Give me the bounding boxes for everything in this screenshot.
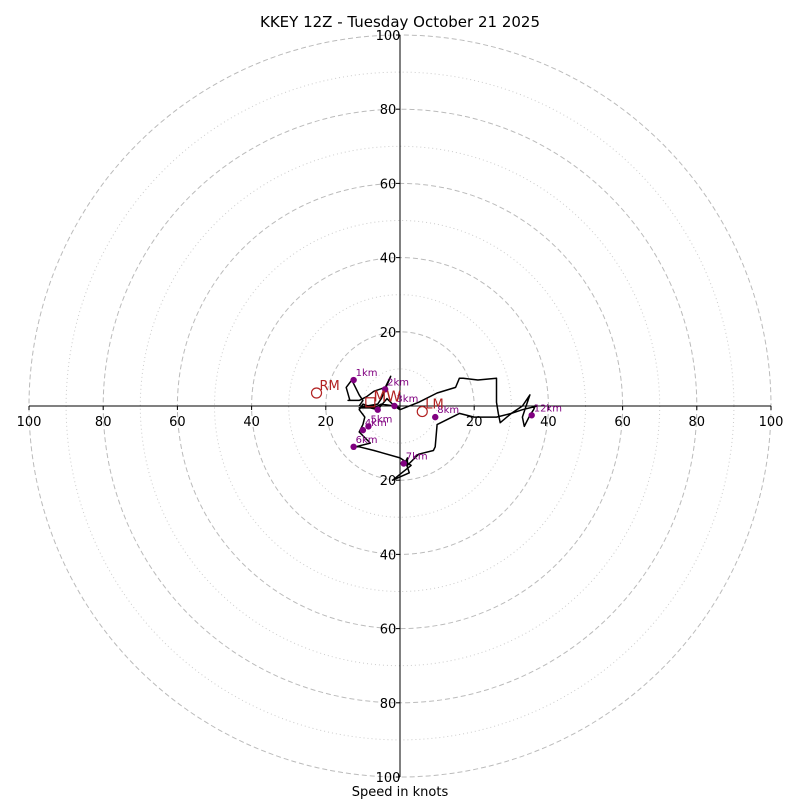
x-tick-label: 60 xyxy=(169,415,186,430)
height-marker-label: 4km xyxy=(365,418,387,429)
x-tick-label: 60 xyxy=(614,415,631,430)
storm-motion-marker xyxy=(416,405,428,418)
axes xyxy=(29,35,771,777)
tick-marks: 100 80 60 40 20 20 40 60 80 100 100 80 60 40 20 20 40 60 8… xyxy=(17,29,784,786)
x-tick-label: 80 xyxy=(95,415,112,430)
height-marker-dot xyxy=(350,443,357,451)
y-tick-label: 40 xyxy=(380,548,397,563)
y-tick-label: 100 xyxy=(376,29,401,44)
height-marker-dot xyxy=(432,413,439,421)
x-tick-label: 20 xyxy=(318,415,335,430)
x-tick-label: 100 xyxy=(759,415,784,430)
y-tick-label: 20 xyxy=(380,326,397,341)
height-marker-dot xyxy=(350,376,357,384)
storm-motion-marker xyxy=(310,387,323,399)
mean-wind-label: MW xyxy=(373,387,401,405)
height-marker-label: 8km xyxy=(437,405,459,416)
x-tick-label: 40 xyxy=(243,415,260,430)
y-tick-label: 80 xyxy=(380,697,397,712)
x-tick-label: 20 xyxy=(466,415,483,430)
height-marker-dot xyxy=(359,426,367,434)
y-tick-label: 80 xyxy=(380,103,397,118)
height-marker-dot xyxy=(400,460,407,467)
y-tick-label: 100 xyxy=(376,771,401,786)
wind-trace xyxy=(345,375,539,481)
y-tick-label: 20 xyxy=(380,474,397,489)
y-tick-label: 60 xyxy=(380,623,397,638)
height-marker-label: 6km xyxy=(356,435,378,446)
x-tick-label: 100 xyxy=(17,415,42,430)
height-marker-dot xyxy=(365,423,372,430)
y-tick-label: 60 xyxy=(380,177,397,192)
chart-title: KKEY 12Z - Tuesday October 21 2025 xyxy=(260,13,540,31)
height-marker-label: 5km xyxy=(370,414,392,425)
height-marker-label: 7km xyxy=(406,452,428,463)
y-tick-label: 40 xyxy=(380,252,397,267)
height-marker-label: 3km xyxy=(396,394,418,405)
height-marker-dot xyxy=(528,412,535,419)
storm-motion-label: RM xyxy=(320,379,340,394)
height-marker-dot xyxy=(374,406,381,413)
hodograph-trace xyxy=(345,375,539,481)
height-marker-label: 1km xyxy=(356,368,378,379)
height-marker-dot xyxy=(381,386,389,393)
x-tick-label: 40 xyxy=(540,415,557,430)
x-tick-label: 80 xyxy=(689,415,706,430)
storm-motion-label: LM xyxy=(425,398,443,413)
x-axis-label: Speed in knots xyxy=(352,785,449,800)
mean-wind-marker xyxy=(365,397,376,408)
height-marker-dot xyxy=(391,402,398,410)
height-marker-label: 12km xyxy=(534,403,562,414)
storm-motion-markers: RM LM MW xyxy=(310,379,444,418)
height-marker-label: 2km xyxy=(387,377,409,388)
